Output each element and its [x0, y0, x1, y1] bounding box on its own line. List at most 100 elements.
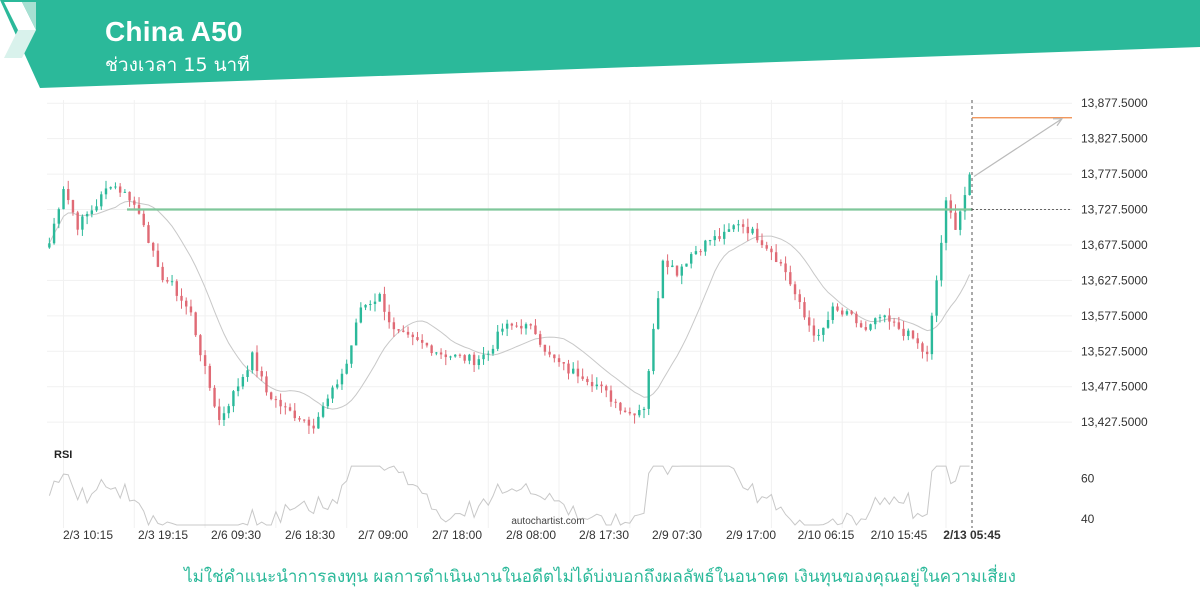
- candle-body-up: [968, 174, 971, 196]
- candle-body-down: [590, 382, 594, 387]
- pattern-levels: [127, 100, 1072, 528]
- candle-body-down: [925, 351, 929, 355]
- moving-average: [48, 200, 971, 410]
- candle-body-up: [883, 315, 886, 318]
- candle-body-up: [727, 229, 731, 232]
- candle-body-down: [784, 263, 787, 273]
- candle-body-down: [789, 272, 792, 285]
- candle-body-down: [836, 306, 839, 311]
- candle-body-up: [751, 228, 754, 234]
- candle-body-down: [284, 406, 287, 408]
- candle-body-down: [774, 252, 778, 263]
- candle-body-up: [81, 216, 84, 230]
- candle-body-down: [147, 225, 150, 243]
- candle-body-down: [411, 334, 414, 338]
- price-tick-label: 13,827.5000: [1081, 132, 1148, 146]
- candle-body-down: [614, 401, 617, 403]
- time-tick-label: 2/6 09:30: [211, 528, 261, 542]
- header-banner: China A50 ช่วงเวลา 15 นาที: [0, 0, 1200, 90]
- time-tick-label: 2/10 06:15: [798, 528, 855, 542]
- candle-body-down: [293, 410, 296, 419]
- candle-body-down: [888, 315, 891, 322]
- candle-body-up: [638, 410, 641, 416]
- candle-body-up: [694, 251, 698, 255]
- candle-body-up: [114, 186, 117, 188]
- candle-body-up: [959, 211, 962, 230]
- candle-body-down: [841, 310, 844, 315]
- candle-body-down: [151, 242, 155, 251]
- candle-body-down: [741, 224, 745, 227]
- candle-body-up: [505, 323, 509, 329]
- candle-body-up: [340, 373, 344, 385]
- price-tick-label: 13,677.5000: [1081, 238, 1148, 252]
- candle-body-down: [269, 392, 273, 400]
- candle-body-down: [892, 321, 896, 323]
- candle-body-down: [699, 251, 702, 253]
- candle-body-up: [822, 327, 825, 335]
- candle-body-down: [118, 186, 122, 193]
- candle-body-up: [652, 328, 655, 372]
- candle-body-up: [345, 363, 348, 374]
- price-tick-label: 13,527.5000: [1081, 344, 1148, 358]
- candle-body-down: [213, 387, 216, 407]
- candle-body-up: [454, 354, 457, 357]
- candle-body-down: [463, 355, 466, 361]
- candle-body-up: [940, 242, 943, 281]
- banner-background: [0, 0, 1200, 88]
- candle-body-up: [501, 328, 504, 332]
- candle-body-up: [359, 307, 363, 323]
- candle-body-down: [609, 390, 613, 402]
- price-tick-label: 13,727.5000: [1081, 203, 1148, 217]
- candle-body-down: [807, 317, 811, 326]
- candle-body-down: [510, 323, 514, 326]
- rsi-tick-label: 40: [1081, 512, 1095, 526]
- candle-body-down: [600, 384, 603, 387]
- candle-body-down: [416, 337, 419, 340]
- candle-body-down: [746, 226, 750, 234]
- candle-body-up: [222, 413, 226, 420]
- candle-body-down: [576, 368, 580, 377]
- candle-body-up: [572, 368, 575, 374]
- time-tick-label: 2/3 19:15: [138, 528, 188, 542]
- candle-body-down: [439, 352, 443, 355]
- time-tick-label: 2/8 17:30: [579, 528, 629, 542]
- candle-body-up: [704, 240, 707, 252]
- candle-body-down: [312, 425, 315, 429]
- candle-body-down: [298, 418, 301, 420]
- candle-body-down: [619, 402, 622, 411]
- candle-body-up: [930, 315, 934, 355]
- candle-body-down: [675, 265, 679, 276]
- timeframe-subtitle: ช่วงเวลา 15 นาที: [105, 54, 250, 76]
- candle-body-up: [477, 359, 481, 366]
- candle-body-down: [897, 322, 901, 329]
- candle-body-down: [553, 354, 556, 359]
- candle-body-down: [581, 376, 584, 379]
- candle-body-down: [387, 311, 391, 323]
- candle-body-down: [779, 262, 783, 264]
- candle-body-down: [562, 362, 565, 364]
- candle-body-up: [656, 298, 660, 329]
- candle-body-down: [255, 352, 259, 372]
- rsi-line: [48, 465, 970, 527]
- candle-body-up: [689, 254, 693, 264]
- candle-body-down: [420, 339, 424, 343]
- candle-body-up: [354, 322, 358, 346]
- candle-body-up: [90, 210, 94, 214]
- candle-body-down: [902, 328, 905, 337]
- forecast-arrowhead: [1053, 118, 1064, 127]
- candle-body-up: [831, 306, 834, 320]
- candle-body-down: [567, 363, 570, 374]
- candle-body-up: [723, 231, 726, 239]
- candle-body-up: [62, 189, 65, 210]
- candle-body-down: [128, 191, 131, 201]
- candle-body-down: [666, 260, 669, 268]
- candle-body-up: [435, 352, 438, 354]
- candle-body-down: [458, 354, 462, 356]
- candle-body-down: [397, 329, 400, 331]
- candle-body-down: [812, 325, 816, 336]
- candle-body-down: [303, 419, 306, 421]
- candle-body-down: [218, 406, 221, 420]
- candle-body-up: [671, 265, 674, 268]
- forecast-arrow-line: [973, 118, 1063, 178]
- candle-body-up: [708, 240, 712, 242]
